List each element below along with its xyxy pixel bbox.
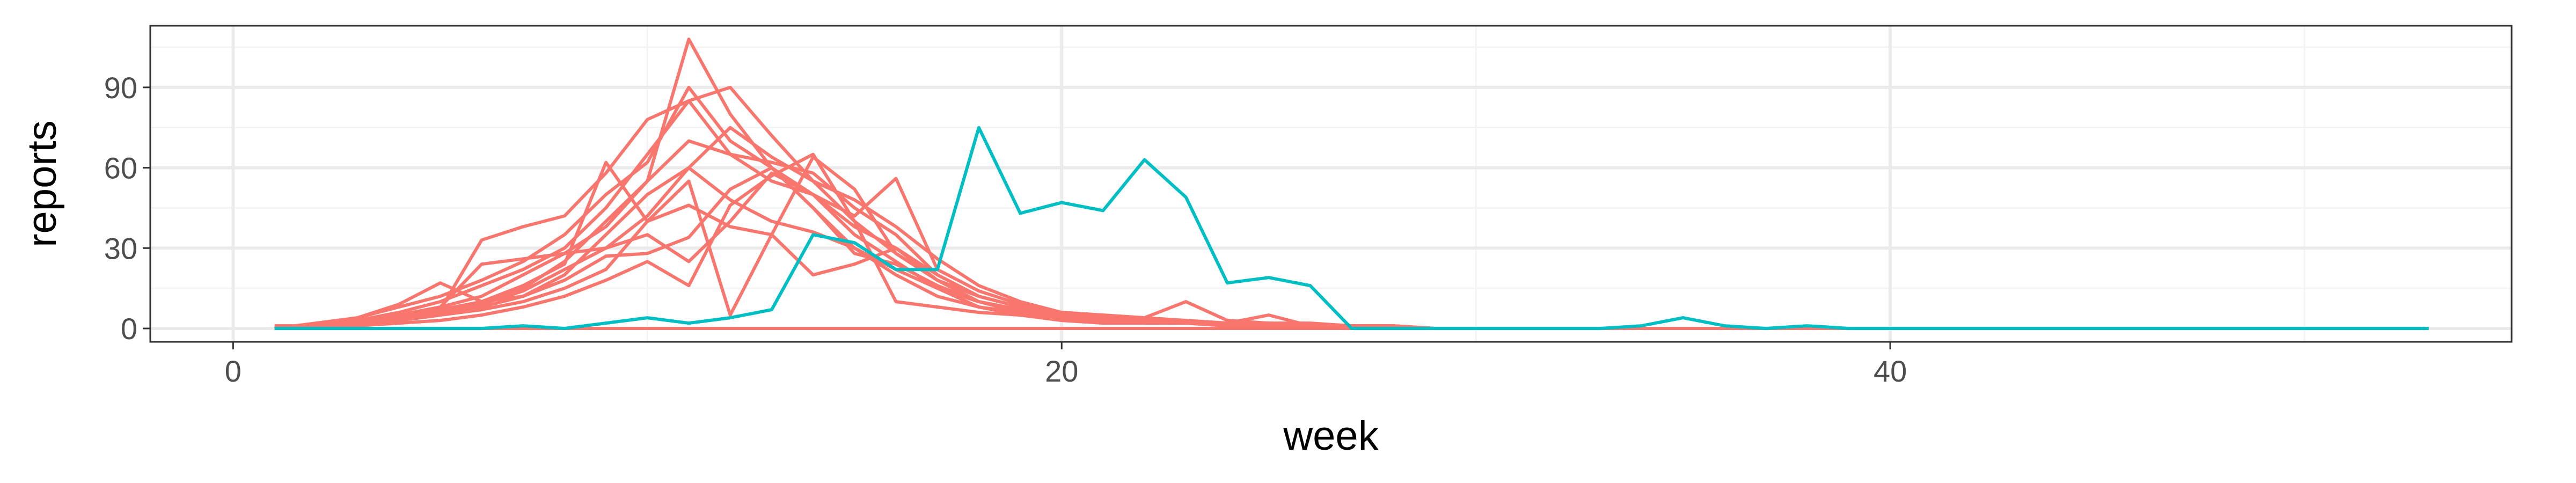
y-tick-label: 0	[121, 312, 137, 346]
y-tick-label: 60	[104, 151, 137, 185]
series-line-12	[274, 152, 1476, 330]
y-tick-label: 30	[104, 231, 137, 265]
x-tick-label: 40	[1874, 354, 1907, 388]
series-line-8	[274, 171, 1476, 330]
x-tick-label: 20	[1045, 354, 1078, 388]
y-tick-label: 90	[104, 71, 137, 105]
axis-ticks: 0 20 40 0 30 60 90	[104, 71, 1907, 388]
series-line-14	[274, 126, 2429, 330]
x-tick-label: 0	[225, 354, 241, 388]
series-lines	[274, 38, 2429, 330]
panel-border	[149, 25, 2513, 343]
series-line-6	[274, 99, 1476, 330]
x-axis-title: week	[1283, 413, 1379, 459]
y-axis-title: reports	[19, 120, 65, 247]
